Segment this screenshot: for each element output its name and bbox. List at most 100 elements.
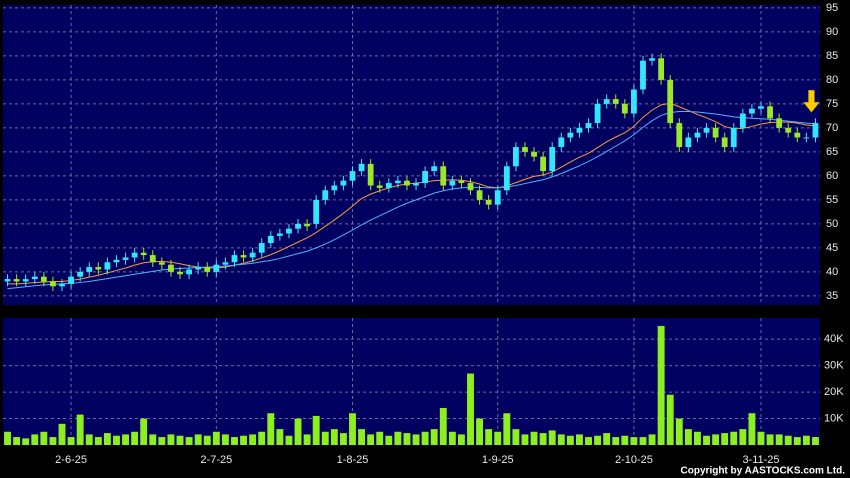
volume-bar [421,431,429,445]
volume-bar [303,434,311,445]
volume-bar [476,418,484,445]
volume-bar [149,434,157,445]
candle-body [512,147,519,167]
x-tick-label: 2-10-25 [615,454,653,466]
volume-bar [503,413,511,445]
volume-bar [684,429,692,445]
y-tick-label: 85 [826,50,838,62]
volume-bar [31,434,39,445]
candle-body [213,264,220,272]
volume-bar [548,430,556,445]
volume-bar [131,431,139,445]
y-tick-label: 40 [826,266,838,278]
marker-arrow [802,90,820,113]
y-tick-label: 90 [826,26,838,38]
candle-body [249,252,256,258]
volume-bar [312,415,320,445]
candle-body [340,180,347,186]
candle-body [640,60,646,90]
candle-body [603,99,610,104]
volume-bar [739,429,747,445]
volume-bar [358,429,366,445]
candle-body [485,199,492,205]
candle-body [422,171,429,184]
y-tick-label: 70 [826,122,838,134]
moving-average [7,111,816,290]
volume-bar [612,437,620,445]
candle-body [204,267,211,272]
volume-bar [666,394,674,445]
volume-bar [721,433,729,445]
candle-body [431,166,438,172]
volume-bar [194,434,202,445]
volume-bar [766,434,774,445]
candle-body [376,185,383,188]
candle-body [503,166,510,191]
candle-body [358,163,365,172]
y-tick-label: 75 [826,98,838,110]
candle-body [476,190,483,200]
candle-body [658,58,665,80]
volume-bar [158,437,166,445]
y-tick-label: 55 [826,194,838,206]
candle-body [730,127,737,148]
candle-body [367,163,374,186]
candle-body [703,127,710,133]
volume-bar [212,431,220,445]
volume-bar [712,434,720,445]
candle-body [68,276,74,284]
price-panel [3,5,820,305]
volume-bar [240,435,248,445]
volume-bar [648,434,656,445]
x-tick-label: 2-6-25 [55,454,87,466]
candle-body [667,79,674,124]
candle-body [4,279,11,282]
candle-body [104,262,111,270]
volume-bar [675,418,683,445]
volume-bar [694,431,701,445]
candle-body [549,147,556,172]
x-tick-label: 1-8-25 [337,454,369,466]
candle-body [785,127,792,133]
candle-body [712,127,719,138]
candle-body [195,267,202,270]
volume-bar [639,437,647,445]
candle-body [86,267,93,272]
candle-body [122,257,129,260]
volume-bar [221,434,229,445]
candle-body [177,271,183,275]
candle-body [758,106,764,109]
candle-body [776,118,783,128]
y2-tick-label: 10K [824,412,844,424]
candle-body [322,190,329,200]
y-tick-label: 65 [826,146,838,158]
volume-bar [430,429,438,445]
volume-bar [494,431,502,445]
x-tick-label: 1-9-25 [482,454,514,466]
candle-body [631,89,637,114]
y-tick-label: 45 [826,242,838,254]
moving-average [7,102,816,285]
candle-body [576,127,583,133]
volume-bar [521,434,529,445]
volume-bar [621,435,629,445]
volume-bar [85,434,93,445]
volume-bar [457,434,465,445]
candle-body [494,190,501,205]
candle-body [413,183,419,186]
candle-body [95,267,102,270]
candle-body [612,99,619,104]
volume-bar [448,431,456,445]
volume-bar [793,437,801,445]
candle-body [749,108,755,114]
y2-tick-label: 20K [824,386,844,398]
candle-body [40,276,47,282]
candle-body [59,283,65,287]
candle-body [440,166,447,186]
volume-bar [566,435,574,445]
candle-body [158,262,165,265]
volume-panel [3,318,820,445]
volume-bar [294,418,302,445]
